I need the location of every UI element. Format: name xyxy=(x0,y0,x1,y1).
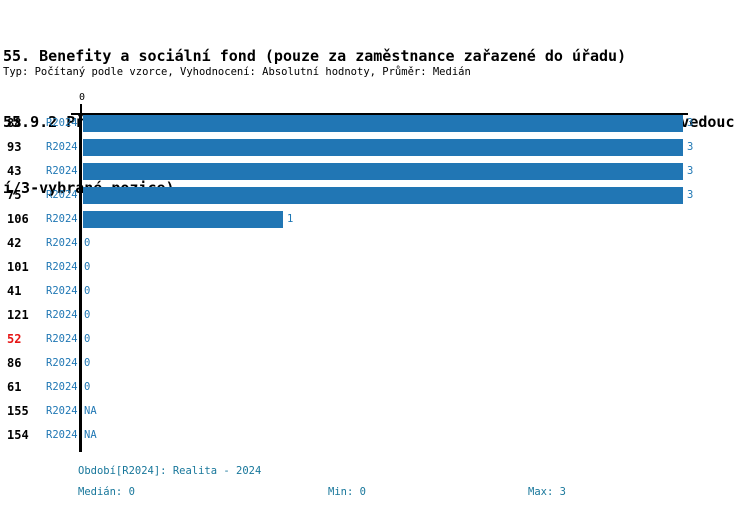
chart-row: 52 R2024 0 xyxy=(0,331,750,355)
row-id-label: 41 xyxy=(7,284,22,298)
footer-max-stat: Max: 3 xyxy=(528,486,566,498)
row-bar xyxy=(83,211,283,228)
row-period-label: R2024 xyxy=(46,165,78,177)
chart-meta-line: Typ: Počítaný podle vzorce, Vyhodnocení:… xyxy=(3,66,471,78)
row-value-label: 0 xyxy=(84,309,91,321)
axis-origin-tick-mark xyxy=(80,104,82,113)
row-id-label: 43 xyxy=(7,164,22,178)
row-value-label: 0 xyxy=(84,381,91,393)
chart-row: 61 R2024 0 xyxy=(0,379,750,403)
chart-title-line-1: 55. Benefity a sociální fond (pouze za z… xyxy=(3,47,627,65)
row-period-label: R2024 xyxy=(46,285,78,297)
row-value-label: 3 xyxy=(687,189,694,201)
row-value-label: 0 xyxy=(84,285,91,297)
row-period-label: R2024 xyxy=(46,429,78,441)
chart-row: 42 R2024 0 xyxy=(0,235,750,259)
row-id-label: 121 xyxy=(7,308,29,322)
row-bar xyxy=(83,163,683,180)
row-bar xyxy=(83,187,683,204)
row-period-label: R2024 xyxy=(46,189,78,201)
axis-top-line xyxy=(71,113,688,115)
row-period-label: R2024 xyxy=(46,357,78,369)
row-value-label: NA xyxy=(84,429,97,441)
footer-median-stat: Medián: 0 xyxy=(78,486,135,498)
row-id-label: 61 xyxy=(7,380,22,394)
row-value-label: 3 xyxy=(687,141,694,153)
row-value-label: 3 xyxy=(687,165,694,177)
row-period-label: R2024 xyxy=(46,213,78,225)
footer-period-legend: Období[R2024]: Realita - 2024 xyxy=(78,465,262,477)
row-period-label: R2024 xyxy=(46,381,78,393)
row-bar xyxy=(83,115,683,132)
chart-row: 93 R2024 3 xyxy=(0,139,750,163)
row-id-label: 106 xyxy=(7,212,29,226)
chart-row: 101 R2024 0 xyxy=(0,259,750,283)
chart-row: 86 R2024 0 xyxy=(0,355,750,379)
row-value-label: NA xyxy=(84,405,97,417)
row-id-label: 52 xyxy=(7,332,22,346)
row-period-label: R2024 xyxy=(46,261,78,273)
row-value-label: 1 xyxy=(287,213,294,225)
row-period-label: R2024 xyxy=(46,117,78,129)
row-id-label: 86 xyxy=(7,356,22,370)
row-id-label: 88 xyxy=(7,116,22,130)
chart-row: 41 R2024 0 xyxy=(0,283,750,307)
chart-row: 121 R2024 0 xyxy=(0,307,750,331)
row-value-label: 0 xyxy=(84,333,91,345)
row-period-label: R2024 xyxy=(46,237,78,249)
row-id-label: 101 xyxy=(7,260,29,274)
row-id-label: 42 xyxy=(7,236,22,250)
row-period-label: R2024 xyxy=(46,333,78,345)
chart-row: 154 R2024 NA xyxy=(0,427,750,451)
chart-row: 75 R2024 3 xyxy=(0,187,750,211)
row-id-label: 75 xyxy=(7,188,22,202)
row-id-label: 155 xyxy=(7,404,29,418)
row-bar xyxy=(83,139,683,156)
chart-row: 155 R2024 NA xyxy=(0,403,750,427)
row-period-label: R2024 xyxy=(46,309,78,321)
row-value-label: 3 xyxy=(687,117,694,129)
row-id-label: 154 xyxy=(7,428,29,442)
row-value-label: 0 xyxy=(84,357,91,369)
chart-row: 88 R2024 3 xyxy=(0,115,750,139)
row-value-label: 0 xyxy=(84,261,91,273)
row-period-label: R2024 xyxy=(46,405,78,417)
row-id-label: 93 xyxy=(7,140,22,154)
axis-vertical-line xyxy=(79,113,82,452)
axis-origin-tick-label: 0 xyxy=(78,92,86,103)
footer-min-stat: Min: 0 xyxy=(328,486,366,498)
chart-row: 106 R2024 1 xyxy=(0,211,750,235)
row-value-label: 0 xyxy=(84,237,91,249)
row-period-label: R2024 xyxy=(46,141,78,153)
chart-row: 43 R2024 3 xyxy=(0,163,750,187)
